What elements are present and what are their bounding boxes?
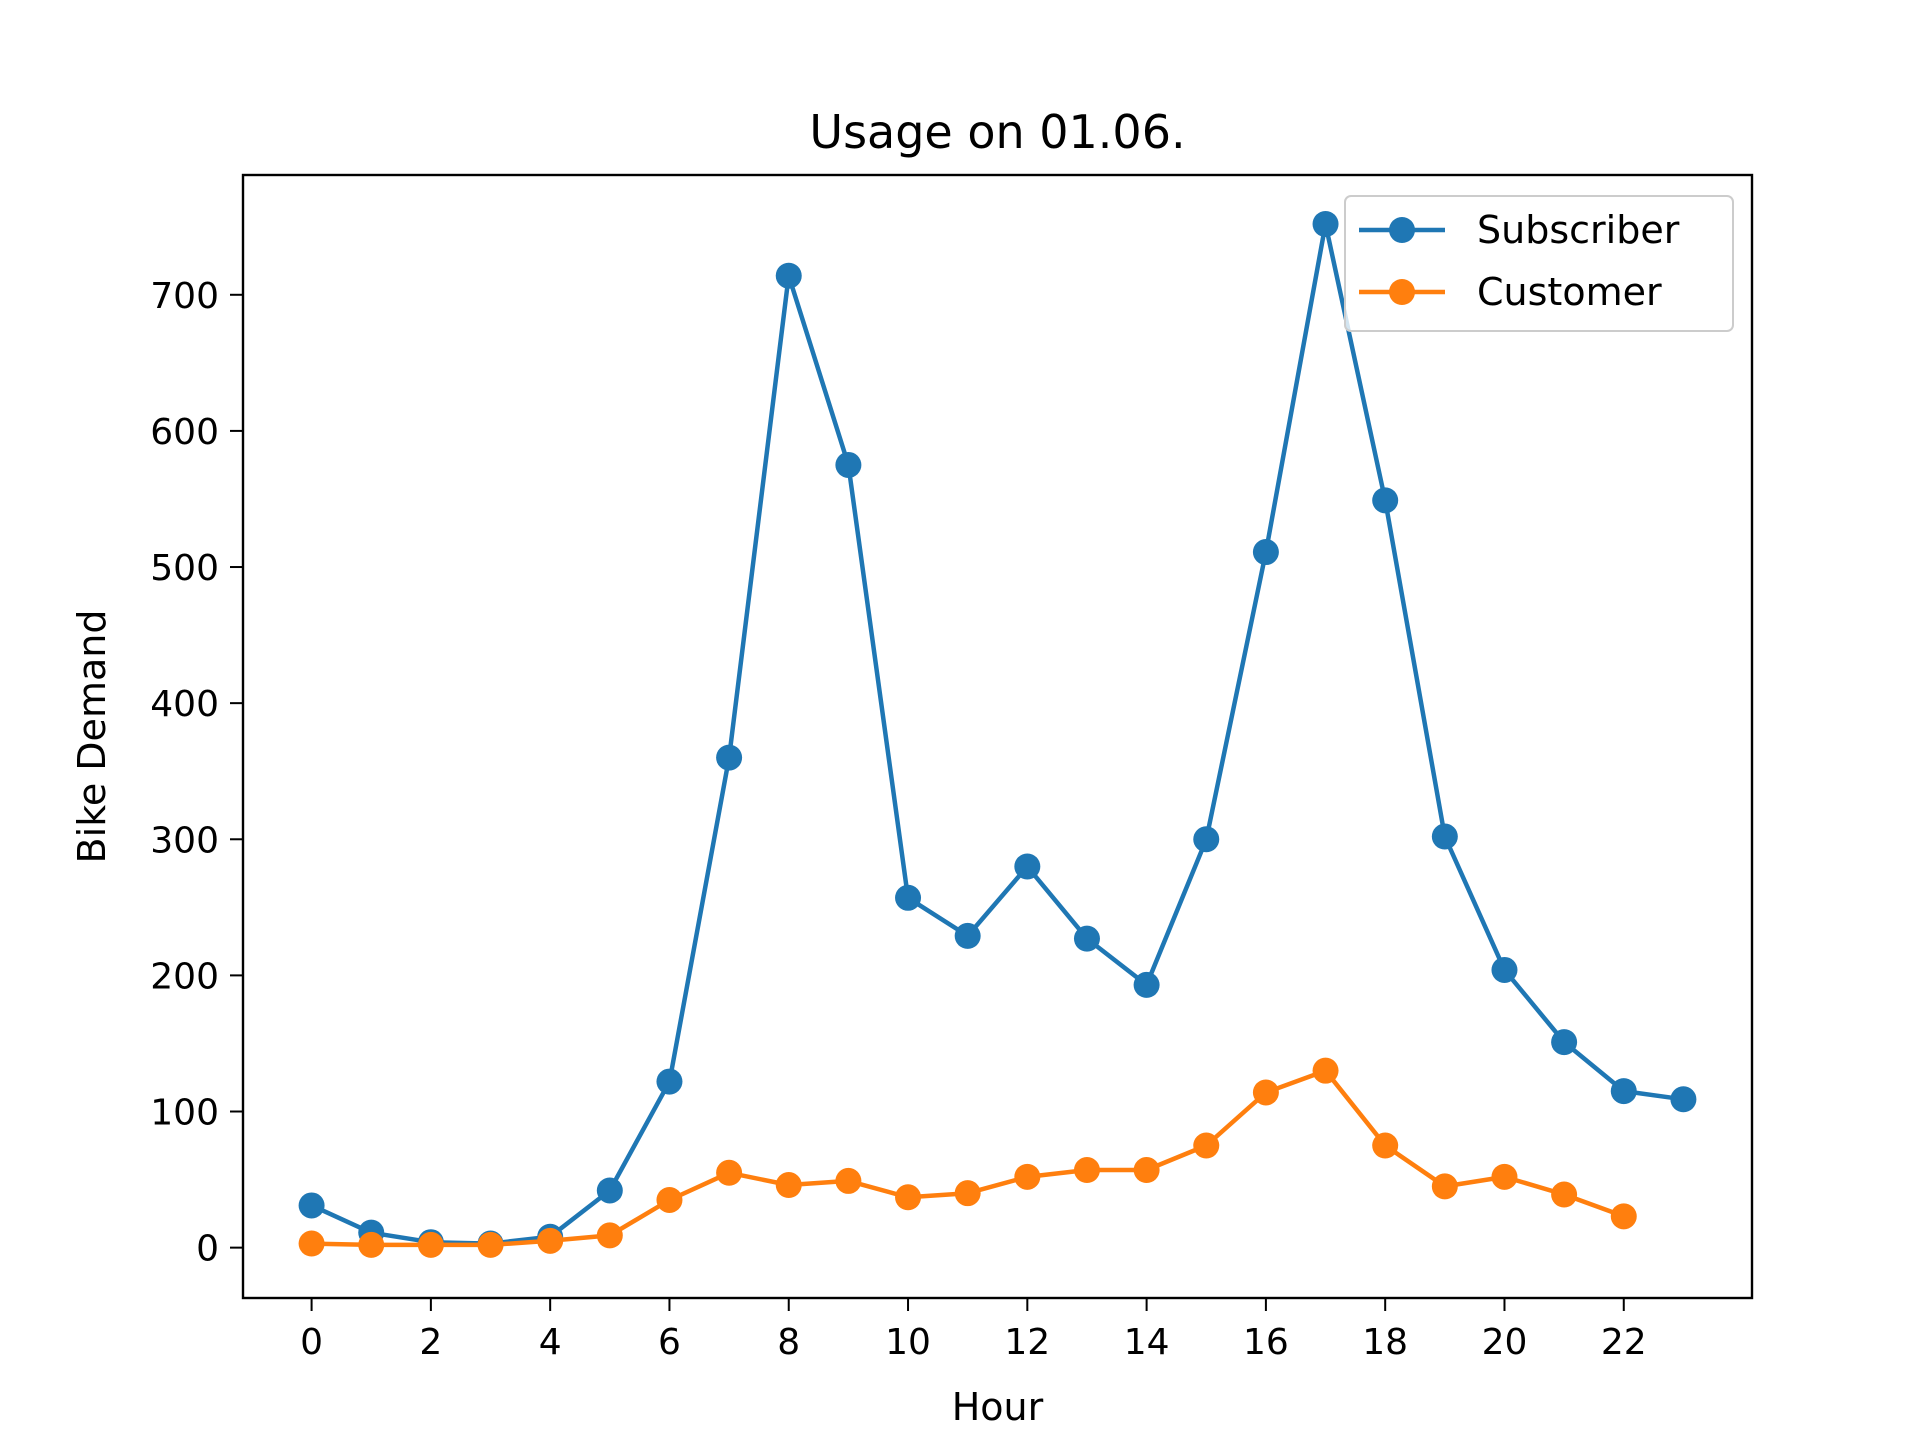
plot-area	[241, 173, 1754, 1300]
x-tick-label: 2	[419, 1322, 442, 1363]
data-point	[1193, 1132, 1220, 1159]
legend-marker	[1389, 217, 1415, 243]
y-tick-label: 500	[150, 548, 219, 589]
x-tick-label: 20	[1482, 1322, 1528, 1363]
data-point	[1133, 971, 1160, 998]
legend: Subscriber Customer	[1344, 195, 1734, 332]
x-axis-label: Hour	[952, 1385, 1044, 1429]
data-point	[417, 1231, 444, 1258]
y-tick-label: 600	[150, 412, 219, 453]
data-point	[596, 1177, 623, 1204]
data-point	[1372, 1132, 1399, 1159]
data-point	[1610, 1078, 1637, 1105]
y-tick-label: 400	[150, 684, 219, 725]
x-axis: 0 2 4 6 8 10 12 14 16 18 20 22	[300, 1298, 1647, 1363]
data-point	[1372, 487, 1399, 514]
data-point	[1014, 1163, 1041, 1190]
series-customer	[298, 1057, 1637, 1258]
data-point	[1252, 1079, 1279, 1106]
y-tick-label: 300	[150, 820, 219, 861]
data-point	[775, 1172, 802, 1199]
data-point	[1431, 1173, 1458, 1200]
data-point	[1551, 1029, 1578, 1056]
data-point	[656, 1068, 683, 1095]
x-tick-label: 16	[1243, 1322, 1289, 1363]
data-point	[1670, 1086, 1697, 1113]
data-point	[358, 1231, 385, 1258]
y-axis-label: Bike Demand	[70, 610, 114, 864]
series-group	[298, 211, 1697, 1258]
x-tick-label: 0	[300, 1322, 323, 1363]
data-point	[835, 451, 862, 478]
x-tick-label: 6	[658, 1322, 681, 1363]
data-point	[716, 744, 743, 771]
legend-entry: Subscriber	[1359, 208, 1680, 252]
data-point	[1252, 539, 1279, 566]
data-point	[716, 1159, 743, 1186]
data-point	[1312, 211, 1339, 238]
y-axis: 0 100 200 300 400 500 600 700	[150, 276, 243, 1270]
data-point	[1431, 823, 1458, 850]
data-point	[1491, 956, 1518, 983]
data-point	[1610, 1203, 1637, 1230]
data-point	[895, 884, 922, 911]
y-tick-label: 700	[150, 276, 219, 317]
legend-entry: Customer	[1359, 270, 1662, 314]
data-point	[1073, 1157, 1100, 1184]
data-point	[1193, 826, 1220, 853]
x-tick-label: 12	[1004, 1322, 1050, 1363]
data-point	[656, 1186, 683, 1213]
legend-label: Subscriber	[1477, 208, 1680, 252]
data-point	[895, 1184, 922, 1211]
legend-marker	[1389, 279, 1415, 305]
data-point	[954, 1180, 981, 1207]
x-tick-label: 18	[1362, 1322, 1408, 1363]
data-point	[835, 1167, 862, 1194]
data-point	[954, 922, 981, 949]
data-point	[1312, 1057, 1339, 1084]
data-point	[596, 1222, 623, 1249]
y-tick-label: 100	[150, 1093, 219, 1134]
axes-frame	[241, 173, 1754, 1300]
data-point	[775, 262, 802, 289]
x-tick-label: 22	[1601, 1322, 1647, 1363]
data-point	[1073, 925, 1100, 952]
x-tick-label: 8	[777, 1322, 800, 1363]
data-point	[477, 1231, 504, 1258]
data-point	[1551, 1181, 1578, 1208]
data-point	[1491, 1163, 1518, 1190]
data-point	[298, 1192, 325, 1219]
data-point	[1133, 1157, 1160, 1184]
chart-title: Usage on 01.06.	[809, 105, 1185, 159]
y-tick-label: 0	[196, 1229, 219, 1270]
x-tick-label: 10	[885, 1322, 931, 1363]
data-point	[298, 1230, 325, 1257]
data-point	[1014, 853, 1041, 880]
data-point	[537, 1227, 564, 1254]
legend-label: Customer	[1477, 270, 1662, 314]
x-tick-label: 4	[539, 1322, 562, 1363]
x-tick-label: 14	[1124, 1322, 1170, 1363]
y-tick-label: 200	[150, 956, 219, 997]
